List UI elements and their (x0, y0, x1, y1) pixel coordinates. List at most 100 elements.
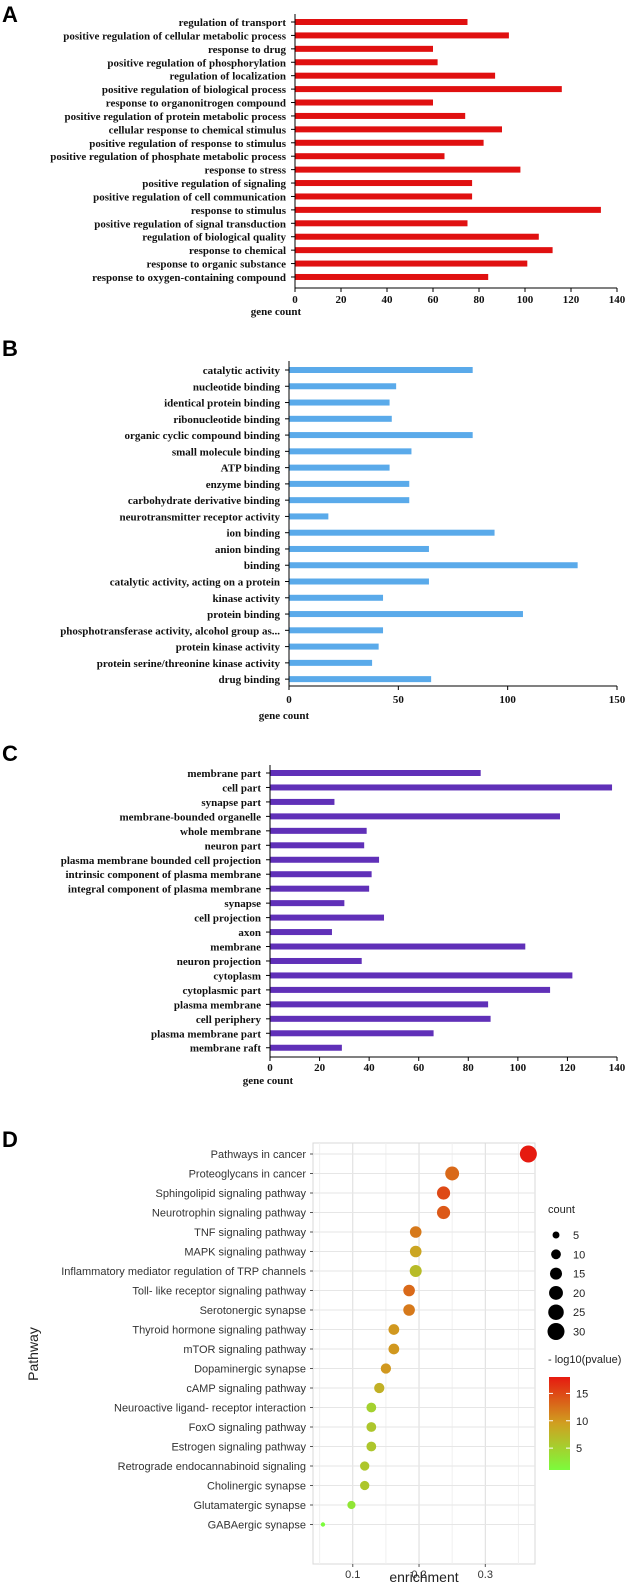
category-label: neuron part (205, 840, 262, 852)
size-legend-dot (551, 1249, 561, 1260)
category-label: positive regulation of response to stimu… (89, 138, 286, 150)
x-tick-label: 0 (267, 1062, 273, 1074)
bubble (519, 1145, 537, 1163)
bar (295, 166, 521, 173)
bar (295, 260, 528, 267)
category-label: response to drug (208, 44, 287, 56)
bubble (388, 1343, 400, 1355)
category-label: binding (244, 560, 281, 572)
x-tick-label: 140 (609, 1062, 626, 1074)
pathway-label: Cholinergic synapse (207, 1481, 306, 1493)
category-label: positive regulation of phosphate metabol… (50, 151, 287, 163)
bubble (436, 1205, 451, 1220)
category-label: cell projection (194, 913, 261, 925)
color-legend-label: 5 (576, 1443, 582, 1455)
category-label: neurotransmitter receptor activity (120, 511, 281, 523)
category-label: small molecule binding (172, 446, 281, 458)
pathway-label: Toll- like receptor signaling pathway (132, 1286, 306, 1298)
category-label: ribonucleotide binding (173, 414, 280, 426)
size-legend-label: 30 (573, 1327, 585, 1339)
bar (270, 798, 335, 805)
bar (289, 480, 410, 487)
bar (289, 627, 384, 634)
x-tick-label: 140 (609, 294, 626, 306)
bar (289, 415, 392, 422)
bubble (436, 1186, 451, 1200)
bubble (374, 1382, 385, 1394)
category-label: ATP binding (221, 463, 281, 475)
bar (295, 86, 562, 93)
bar (295, 112, 466, 119)
bar (289, 399, 390, 406)
pathway-label: mTOR signaling pathway (183, 1344, 306, 1356)
category-label: synapse part (201, 797, 261, 809)
bar (270, 856, 380, 863)
plot-area (312, 1142, 536, 1565)
bar (270, 813, 560, 820)
pathway-label: Neurotrophin signaling pathway (152, 1208, 307, 1220)
category-label: response to stress (205, 165, 287, 177)
category-label: regulation of localization (169, 71, 286, 83)
bar (289, 383, 397, 390)
size-legend-dot (548, 1304, 564, 1320)
bar (270, 1015, 491, 1022)
category-label: cytoplasm (213, 970, 261, 982)
category-label: intrinsic component of plasma membrane (65, 869, 261, 881)
category-label: positive regulation of signaling (142, 178, 286, 190)
bar (289, 448, 412, 455)
category-label: whole membrane (180, 826, 261, 838)
bar (270, 986, 551, 993)
x-tick-label: 80 (463, 1062, 475, 1074)
bar (270, 827, 367, 834)
bubble (403, 1284, 415, 1297)
bubble (388, 1324, 400, 1335)
category-label: organic cyclic compound binding (124, 430, 280, 442)
bar (270, 943, 526, 950)
size-legend-label: 15 (573, 1269, 585, 1281)
size-legend-dot (549, 1267, 563, 1280)
category-label: plasma membrane bounded cell projection (61, 855, 261, 867)
category-label: protein kinase activity (176, 642, 281, 654)
bubble (360, 1461, 370, 1471)
pathway-label: FoxO signaling pathway (189, 1422, 307, 1434)
category-label: positive regulation of cellular metaboli… (63, 30, 286, 42)
x-tick-label: 80 (474, 294, 486, 306)
bubble (360, 1480, 370, 1491)
bar (289, 611, 523, 618)
bubble (409, 1226, 422, 1238)
x-axis-label: gene count (259, 710, 310, 722)
pathway-label: Proteoglycans in cancer (189, 1169, 307, 1181)
color-legend-bar (549, 1377, 570, 1470)
bar (295, 153, 445, 160)
pathway-label: Inflammatory mediator regulation of TRP … (61, 1266, 306, 1278)
category-label: catalytic activity, acting on a protein (110, 577, 280, 589)
category-label: positive regulation of phosphorylation (107, 57, 286, 69)
bar (295, 59, 438, 66)
size-legend-label: 20 (573, 1288, 585, 1300)
x-tick-label: 20 (314, 1062, 326, 1074)
bar (289, 497, 410, 504)
bar (270, 1001, 489, 1008)
bar (270, 885, 370, 892)
pathway-label: GABAergic synapse (208, 1520, 306, 1532)
x-tick-label: 20 (336, 294, 348, 306)
category-label: cytoplasmic part (182, 985, 261, 997)
category-label: integral component of plasma membrane (68, 884, 261, 896)
category-label: protein binding (207, 609, 280, 621)
bar (270, 1044, 342, 1051)
bar (270, 972, 573, 979)
bar (270, 900, 345, 907)
x-axis-label: gene count (243, 1075, 294, 1087)
bubble (320, 1522, 326, 1527)
x-tick-label: 0.2 (411, 1569, 426, 1581)
bubble (347, 1500, 356, 1510)
bar (295, 180, 473, 187)
y-axis-label: Pathway (25, 1327, 41, 1381)
panel-letter: C (2, 741, 18, 766)
category-label: nucleotide binding (193, 381, 281, 393)
category-label: membrane part (187, 768, 261, 780)
bar (270, 842, 365, 849)
color-legend-label: 10 (576, 1416, 588, 1428)
x-tick-label: 40 (382, 294, 394, 306)
